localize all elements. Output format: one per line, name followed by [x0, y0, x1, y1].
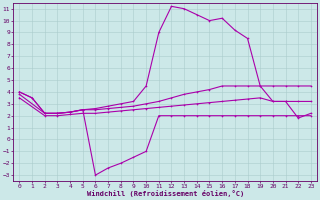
X-axis label: Windchill (Refroidissement éolien,°C): Windchill (Refroidissement éolien,°C) — [86, 190, 244, 197]
